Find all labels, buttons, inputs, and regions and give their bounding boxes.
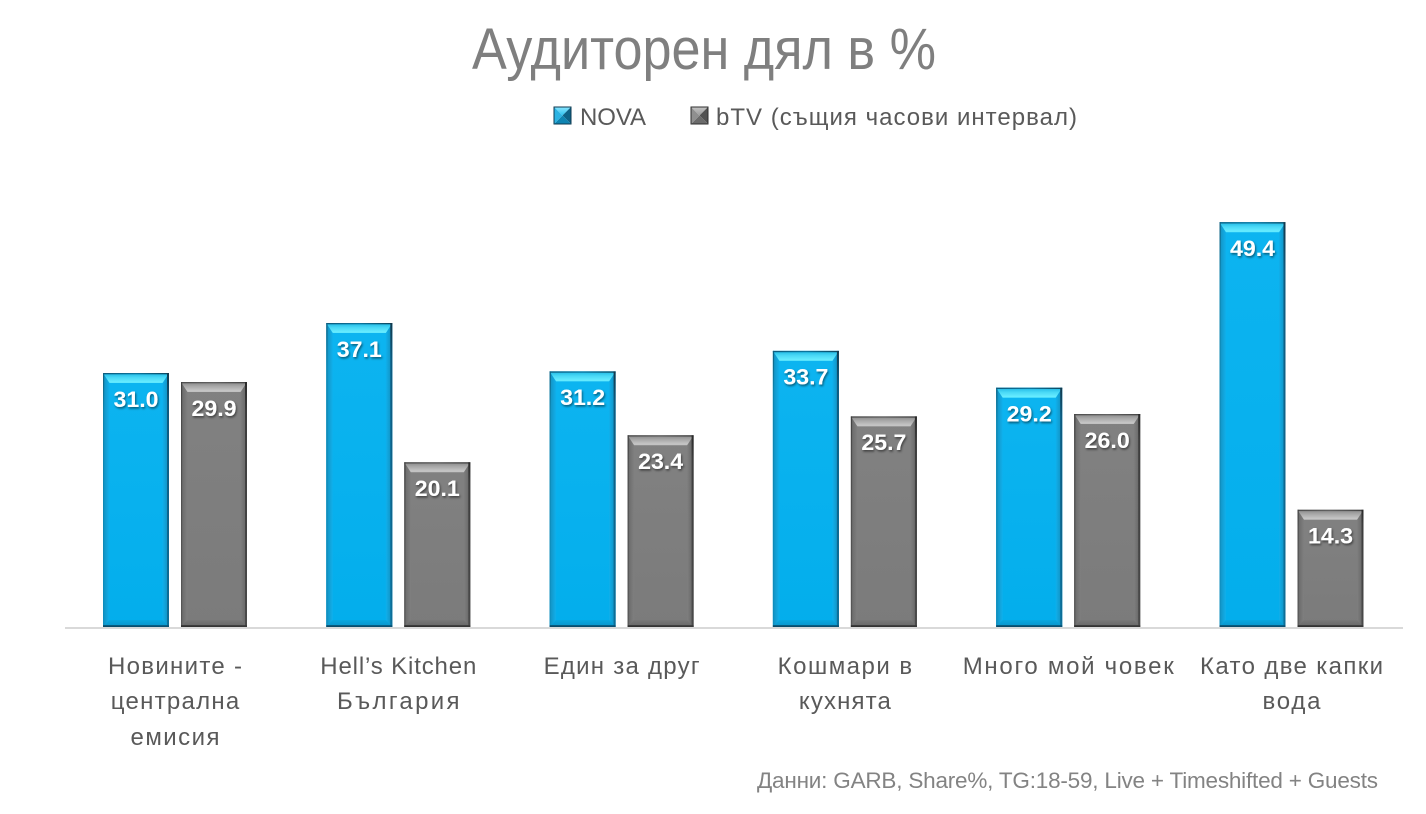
svg-text:29.2: 29.2 [1007, 402, 1052, 427]
svg-text:31.0: 31.0 [114, 387, 159, 412]
svg-text:25.7: 25.7 [861, 430, 906, 455]
svg-text:централна: централна [111, 688, 240, 715]
svg-text:49.4: 49.4 [1230, 236, 1276, 261]
svg-text:26.0: 26.0 [1085, 428, 1130, 453]
svg-text:кухнята: кухнята [799, 688, 892, 715]
svg-text:Много мой човек: Много мой човек [963, 653, 1175, 680]
svg-text:20.1: 20.1 [415, 476, 460, 501]
svg-text:Новините -: Новините - [108, 653, 242, 680]
svg-text:Един за друг: Един за друг [544, 653, 700, 680]
svg-text:bTV (същия часови интервал): bTV (същия часови интервал) [716, 104, 1077, 131]
svg-text:NOVA: NOVA [580, 104, 646, 131]
svg-text:23.4: 23.4 [638, 449, 684, 474]
svg-text:Hell’s Kitchen: Hell’s Kitchen [320, 653, 476, 680]
svg-text:Данни: GARB, Share%, TG:18-59,: Данни: GARB, Share%, TG:18-59, Live + Ti… [757, 768, 1378, 793]
svg-text:Като две капки: Като две капки [1200, 653, 1383, 680]
svg-text:37.1: 37.1 [337, 337, 382, 362]
svg-text:31.2: 31.2 [560, 385, 605, 410]
svg-text:33.7: 33.7 [783, 365, 828, 390]
svg-text:емисия: емисия [131, 724, 220, 751]
svg-text:Аудиторен дял в %: Аудиторен дял в % [472, 17, 936, 82]
svg-text:14.3: 14.3 [1308, 524, 1353, 549]
svg-text:Кошмари в: Кошмари в [778, 653, 913, 680]
svg-text:вода: вода [1263, 688, 1322, 715]
svg-text:29.9: 29.9 [192, 396, 237, 421]
